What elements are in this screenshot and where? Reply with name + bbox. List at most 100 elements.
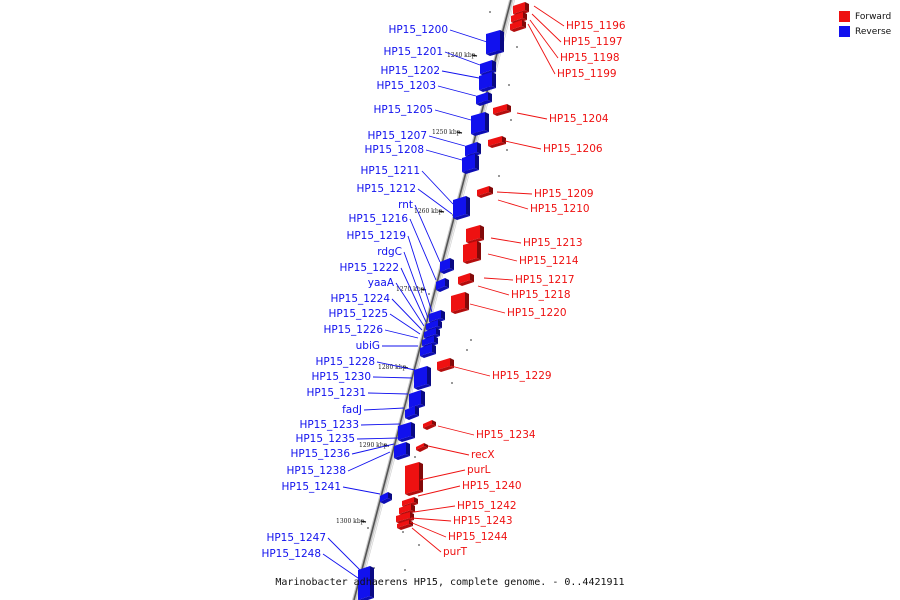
tick-label: 1250 kbp xyxy=(432,129,461,136)
reverse-label-rdgc-leader xyxy=(403,251,429,319)
forward-gene xyxy=(397,520,413,530)
reverse-label-hp15-1247-leader xyxy=(327,537,361,571)
forward-label-purl-leader xyxy=(419,469,466,481)
reverse-label-hp15-1205: HP15_1205 xyxy=(373,104,433,116)
forward-gene xyxy=(466,225,484,244)
reverse-label-hp15-1202-leader xyxy=(441,70,480,79)
legend-forward: Forward xyxy=(839,9,891,24)
legend-forward-label: Forward xyxy=(855,11,892,22)
reverse-label-hp15-1225-leader xyxy=(389,313,421,335)
forward-label-hp15-1209: HP15_1209 xyxy=(534,188,594,200)
legend-reverse-label: Reverse xyxy=(855,26,892,37)
reverse-label-hp15-1202: HP15_1202 xyxy=(380,65,440,77)
forward-label-hp15-1217: HP15_1217 xyxy=(515,274,575,286)
forward-label-hp15-1213-leader xyxy=(490,237,522,244)
tick-mark xyxy=(402,366,409,369)
reverse-label-hp15-1201-leader xyxy=(444,51,481,66)
reverse-label-rnt: rnt xyxy=(398,199,413,211)
reverse-label-hp15-1205-leader xyxy=(434,109,472,121)
forward-label-hp15-1210: HP15_1210 xyxy=(530,203,590,215)
reverse-label-ubig: ubiG xyxy=(356,340,380,352)
forward-label-hp15-1220-leader xyxy=(469,303,506,314)
reverse-label-hp15-1230-leader xyxy=(372,376,413,379)
forward-label-hp15-1229: HP15_1229 xyxy=(492,370,552,382)
reverse-label-hp15-1226: HP15_1226 xyxy=(323,324,383,336)
forward-label-hp15-1214: HP15_1214 xyxy=(519,255,579,267)
reverse-label-hp15-1201: HP15_1201 xyxy=(383,46,443,58)
reverse-gene xyxy=(479,72,496,92)
reverse-gene xyxy=(394,442,410,460)
reverse-gene xyxy=(414,366,431,390)
reverse-label-hp15-1207-leader xyxy=(428,135,466,147)
tick-label: 1240 kbp xyxy=(447,52,476,59)
forward-label-recx-leader xyxy=(427,445,470,456)
forward-label-hp15-1234-leader xyxy=(437,425,475,436)
reverse-label-hp15-1236: HP15_1236 xyxy=(290,448,350,460)
reverse-label-hp15-1236-leader xyxy=(351,443,395,455)
forward-gene xyxy=(451,292,469,314)
reverse-label-hp15-1238-leader xyxy=(347,451,391,472)
reverse-gene xyxy=(420,344,436,358)
forward-label-hp15-1206: HP15_1206 xyxy=(543,143,603,155)
reverse-label-hp15-1248-leader xyxy=(322,553,359,579)
forward-label-hp15-1244: HP15_1244 xyxy=(448,531,508,543)
reverse-label-hp15-1228-leader xyxy=(376,361,416,371)
reverse-label-hp15-1231-leader xyxy=(367,392,409,395)
reverse-label-hp15-1238: HP15_1238 xyxy=(286,465,346,477)
tick-label: 1270 kbp xyxy=(396,286,425,293)
reverse-label-hp15-1200: HP15_1200 xyxy=(388,24,448,36)
reverse-label-fadj: fadJ xyxy=(342,404,362,416)
forward-gene xyxy=(477,186,493,198)
forward-label-hp15-1209-leader xyxy=(496,191,533,195)
reverse-label-hp15-1208-leader xyxy=(425,149,463,161)
reverse-label-hp15-1212-leader xyxy=(417,188,453,215)
reverse-label-hp15-1207: HP15_1207 xyxy=(367,130,427,142)
reverse-label-hp15-1235-leader xyxy=(356,437,399,440)
forward-gene xyxy=(423,420,436,430)
reverse-label-hp15-1228: HP15_1228 xyxy=(315,356,375,368)
forward-label-hp15-1210-leader xyxy=(497,199,529,210)
forward-label-hp15-1244-leader xyxy=(409,521,447,538)
forward-label-hp15-1220: HP15_1220 xyxy=(507,307,567,319)
tick-label: 1260 kbp xyxy=(414,208,443,215)
reverse-gene xyxy=(436,278,449,292)
tick-mark xyxy=(360,520,367,523)
reverse-label-hp15-1208: HP15_1208 xyxy=(364,144,424,156)
tick-mark xyxy=(438,210,445,213)
forward-gene xyxy=(458,273,474,286)
forward-label-hp15-1218: HP15_1218 xyxy=(511,289,571,301)
forward-label-hp15-1243: HP15_1243 xyxy=(453,515,513,527)
reverse-gene xyxy=(453,196,470,220)
reverse-label-hp15-1233: HP15_1233 xyxy=(299,419,359,431)
forward-label-purt: purT xyxy=(443,546,468,558)
reverse-gene xyxy=(462,154,479,174)
forward-label-hp15-1196: HP15_1196 xyxy=(566,20,626,32)
reverse-label-hp15-1211-leader xyxy=(421,170,454,205)
forward-gene xyxy=(416,443,428,452)
forward-label-hp15-1197-leader xyxy=(531,13,562,43)
reverse-label-hp15-1224-leader xyxy=(391,298,423,331)
reverse-label-hp15-1248: HP15_1248 xyxy=(261,548,321,560)
forward-label-hp15-1198: HP15_1198 xyxy=(560,52,620,64)
forward-gene xyxy=(493,104,511,116)
forward-label-hp15-1234: HP15_1234 xyxy=(476,429,536,441)
reverse-label-hp15-1216-leader xyxy=(409,218,437,281)
reverse-label-hp15-1203: HP15_1203 xyxy=(376,80,436,92)
forward-label-hp15-1218-leader xyxy=(477,285,510,296)
reverse-label-hp15-1226-leader xyxy=(384,329,419,339)
tick-label: 1290 kbp xyxy=(359,442,388,449)
tick-mark xyxy=(456,131,463,134)
forward-gene xyxy=(488,136,506,148)
reverse-gene xyxy=(476,92,492,106)
forward-label-purl: purL xyxy=(467,464,491,476)
reverse-label-hp15-1211: HP15_1211 xyxy=(360,165,420,177)
reverse-label-hp15-1216: HP15_1216 xyxy=(348,213,408,225)
reverse-label-hp15-1231: HP15_1231 xyxy=(306,387,366,399)
forward-label-hp15-1204: HP15_1204 xyxy=(549,113,609,125)
forward-label-recx: recX xyxy=(471,449,495,461)
forward-label-hp15-1240-leader xyxy=(417,485,461,497)
forward-label-hp15-1229-leader xyxy=(450,365,491,377)
reverse-label-hp15-1235: HP15_1235 xyxy=(295,433,355,445)
forward-label-hp15-1198-leader xyxy=(529,19,559,59)
